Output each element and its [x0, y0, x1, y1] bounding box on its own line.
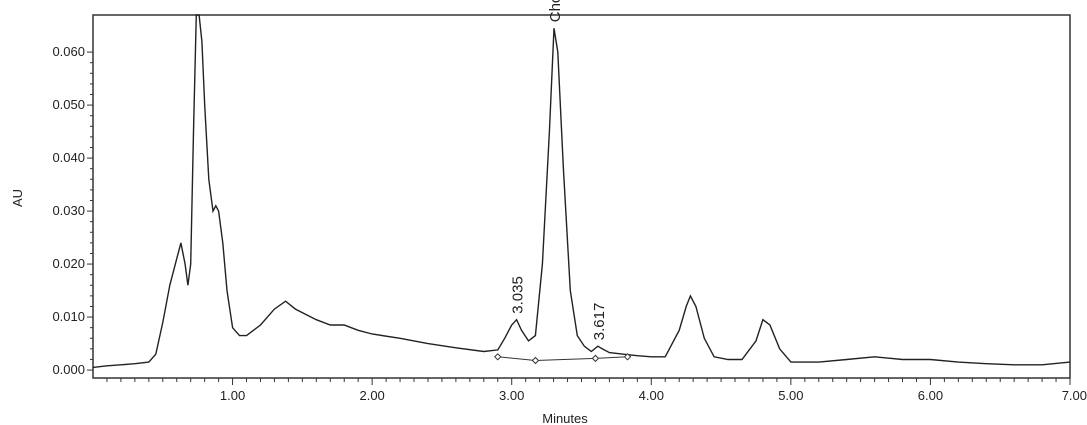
y-axis: 0.000 0.010 0.020 0.030 0.040 0.050 0.060	[52, 44, 93, 377]
peak-label: 3.035	[510, 276, 527, 314]
y-tick-label: 0.000	[52, 362, 85, 377]
baseline-segment	[497, 356, 536, 361]
plot-frame	[92, 14, 1071, 379]
integration-baselines	[497, 356, 628, 361]
x-tick-label: 5.00	[778, 388, 803, 403]
baseline-marker	[623, 353, 632, 361]
y-axis-title: AU	[10, 189, 25, 207]
x-tick-label: 6.00	[918, 388, 943, 403]
baseline-marker	[591, 354, 600, 363]
baseline-segment	[535, 356, 628, 361]
x-axis: 1.00 2.00 3.00 4.00 5.00 6.00 7.00	[106, 378, 1087, 403]
x-tick-label: 2.00	[359, 388, 384, 403]
y-tick-label: 0.060	[52, 44, 85, 59]
baseline-markers	[494, 353, 632, 365]
peak-annotations: 3.035 Cholesterol - 3.303 3.617	[510, 0, 608, 340]
x-tick-label: 7.00	[1062, 388, 1087, 403]
y-tick-label: 0.030	[52, 203, 85, 218]
x-axis-title: Minutes	[542, 411, 588, 425]
y-tick-label: 0.010	[52, 309, 85, 324]
baseline-marker	[494, 353, 502, 361]
peak-label: Cholesterol - 3.303	[547, 0, 564, 22]
y-tick-label: 0.050	[52, 97, 85, 112]
peak-label: 3.617	[591, 303, 608, 341]
x-tick-label: 4.00	[639, 388, 664, 403]
x-tick-label: 1.00	[220, 388, 245, 403]
x-tick-label: 3.00	[499, 388, 524, 403]
y-tick-label: 0.040	[52, 150, 85, 165]
y-tick-label: 0.020	[52, 256, 85, 271]
chromatogram-trace	[92, 14, 1071, 369]
baseline-marker	[531, 356, 540, 365]
